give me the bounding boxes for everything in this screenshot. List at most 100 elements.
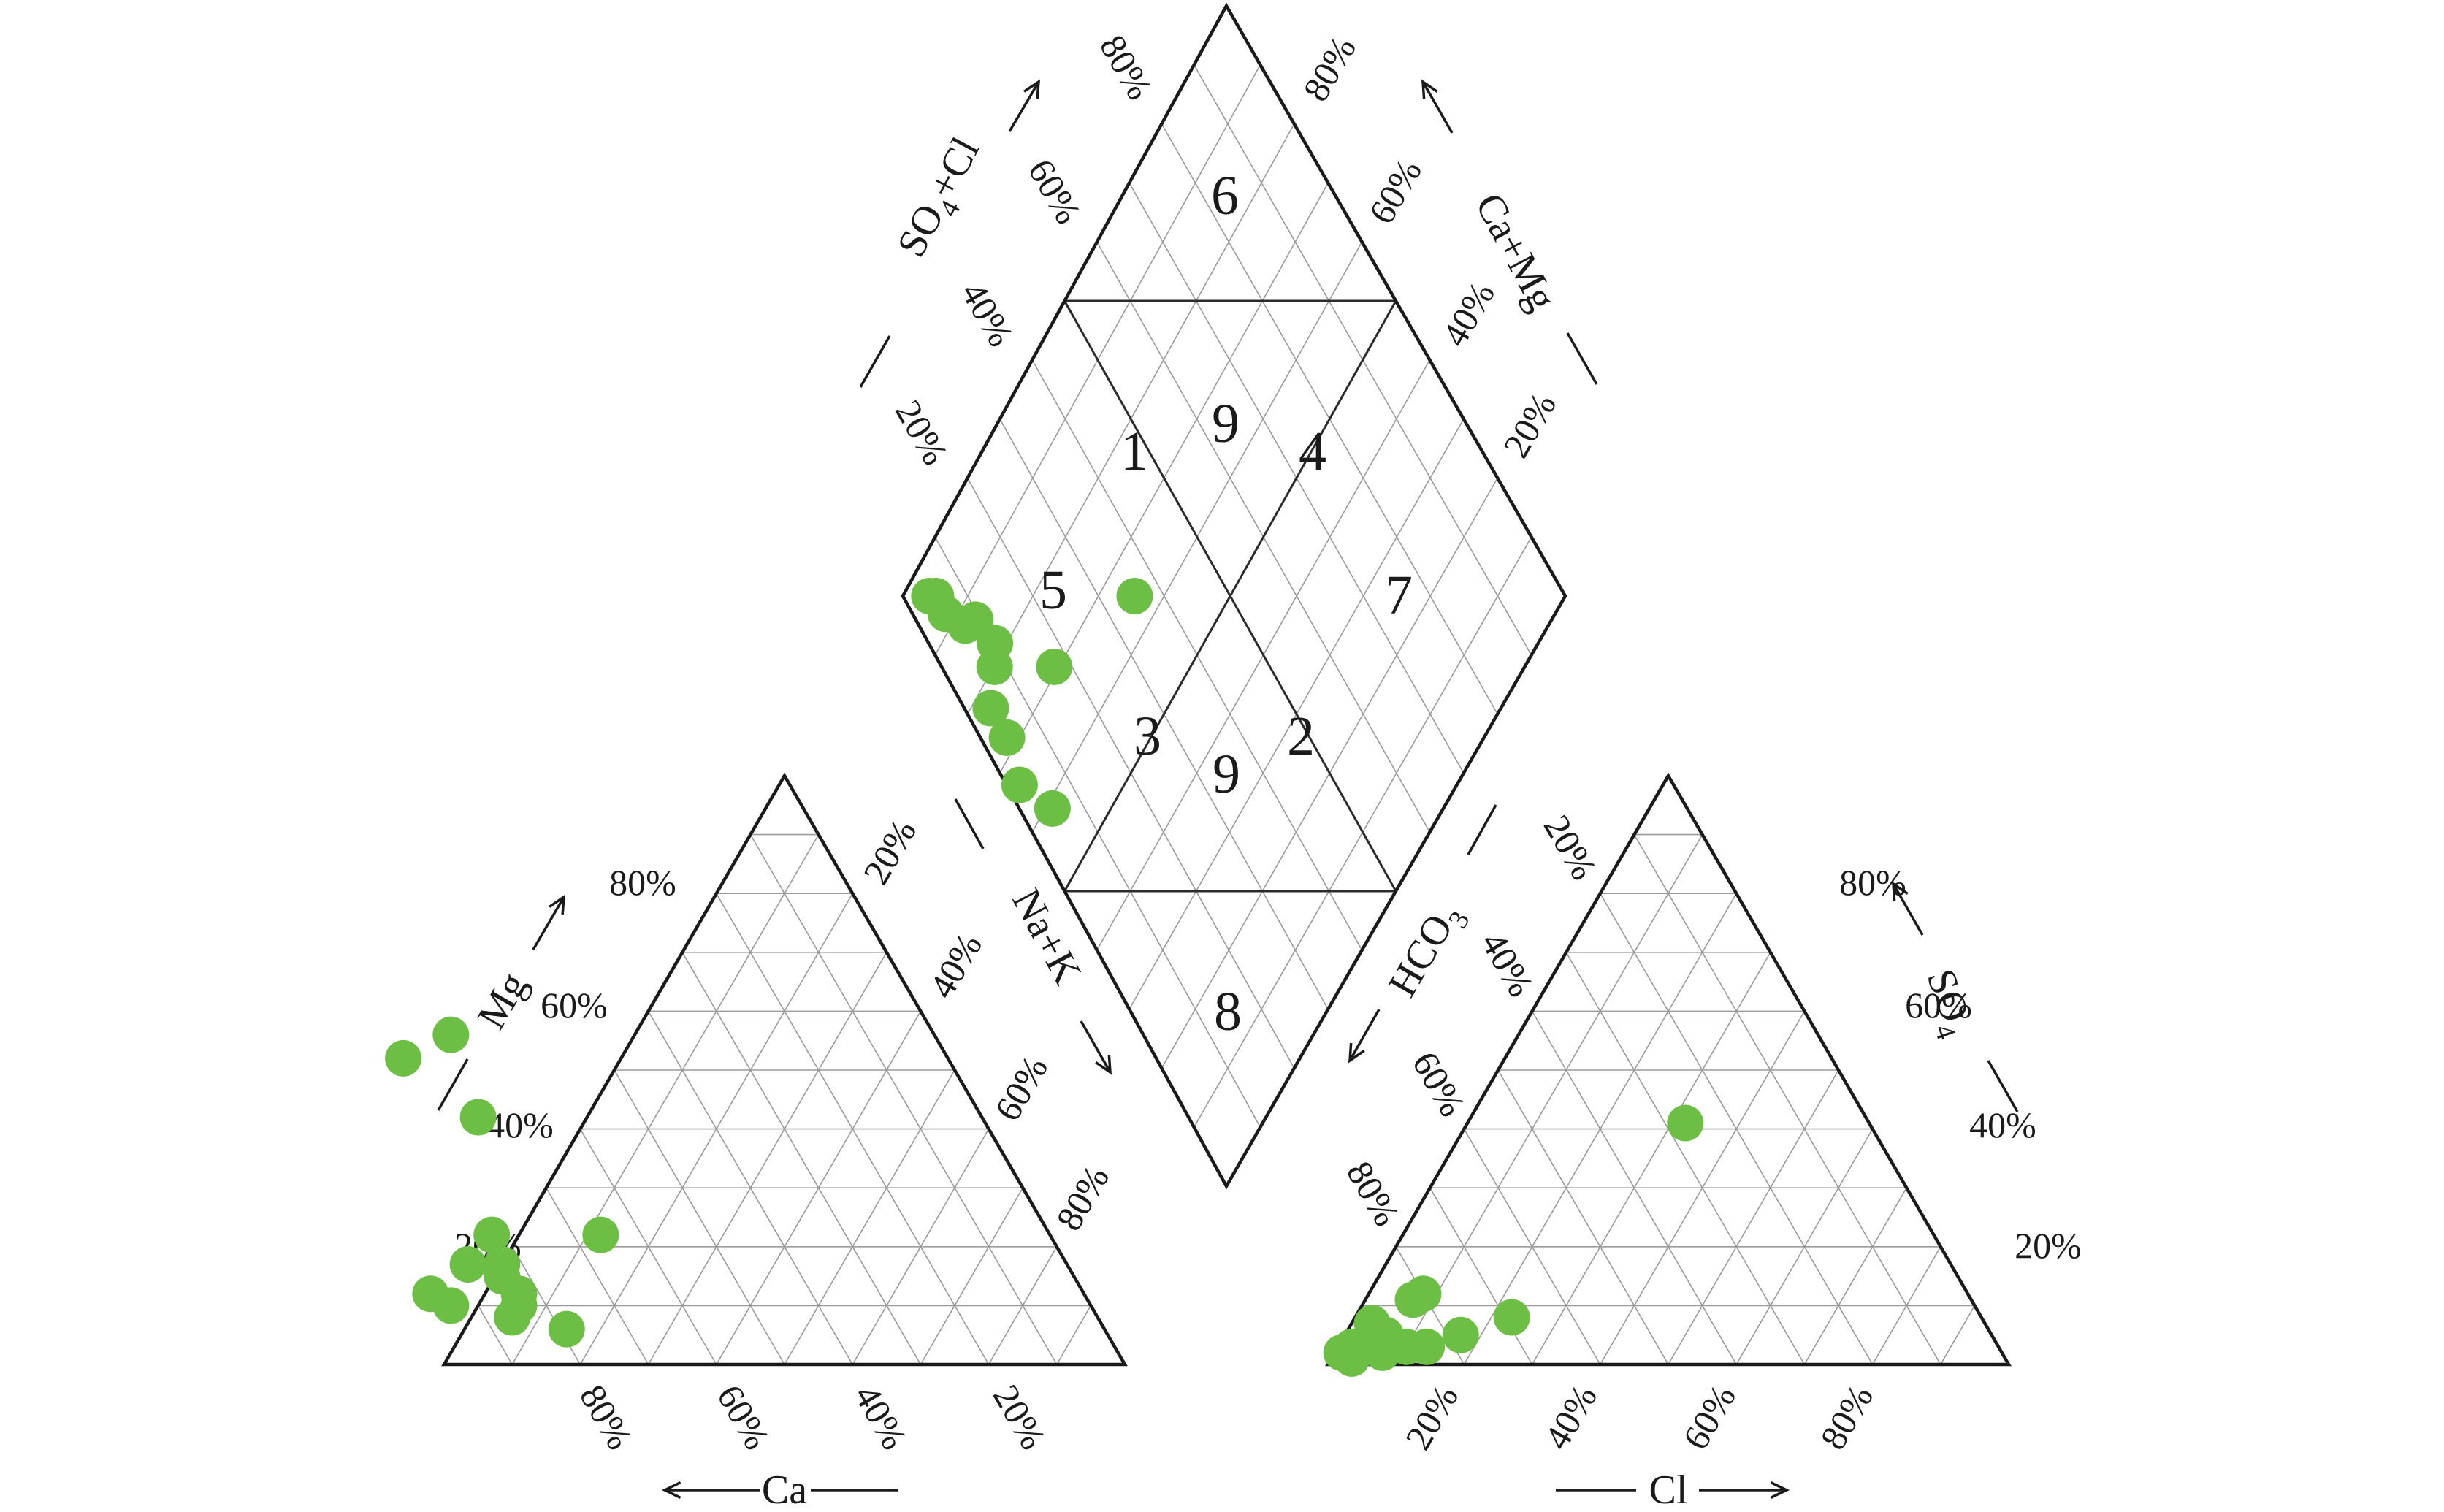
cation-triangle-frame (441, 772, 1128, 1367)
cation-grid-line (614, 1069, 785, 1365)
cation-grid-line (1056, 1305, 1092, 1365)
cation-left-tick-label: 60% (541, 985, 608, 1026)
anion-data-point (1323, 1334, 1360, 1371)
cation-grid-line (920, 1187, 1023, 1365)
diamond-divider (1063, 300, 1397, 892)
zone-label-3: 3 (1134, 706, 1161, 767)
anion-right-tick-label: 40% (1969, 1104, 2036, 1145)
diamond-lower-left-axis-title: Na+K (1003, 882, 1090, 991)
diamond-data-point (988, 719, 1026, 756)
cation-left-tick-label: 40% (486, 1104, 554, 1145)
axis-arrows (437, 79, 2019, 1500)
zone-labels: 1 2 3 4 5 6 7 8 9 9 (1039, 165, 1413, 1042)
cation-grid-line (647, 1010, 853, 1365)
hco3-arrow (1348, 1009, 1381, 1061)
zone-label-4: 4 (1299, 421, 1326, 482)
zone-label-7: 7 (1385, 565, 1413, 626)
cation-data-point (582, 1216, 619, 1253)
anion-grid-line (1497, 1069, 1669, 1365)
diamond-lower-left-tick-label: 60% (987, 1049, 1055, 1127)
cation-bottom-axis-title: Ca (762, 1467, 807, 1512)
anion-grid-line (1531, 1010, 1737, 1365)
diamond-upper-right-tick-label: 80% (1295, 29, 1364, 107)
cation-left-tick-label: 80% (609, 862, 676, 903)
zone-label-8: 8 (1214, 981, 1242, 1042)
diamond-data-point (1116, 578, 1153, 614)
plot-frames (441, 2, 2012, 1367)
cation-grid-line (477, 1305, 513, 1365)
zone-label-9: 9 (1213, 744, 1240, 805)
camg-arrow (1421, 81, 1454, 134)
cation-data-point (459, 1099, 497, 1136)
diamond-lower-right-tick-label: 20% (1536, 808, 1605, 886)
anion-data-point (1442, 1316, 1479, 1353)
diamond-data-point (1034, 790, 1071, 827)
diamond-frame (901, 2, 1567, 1190)
zone-label-5: 5 (1039, 560, 1067, 621)
cation-data-point (432, 1016, 470, 1053)
anion-bottom-axis-title: Cl (1649, 1467, 1688, 1512)
anion-grid-line (1633, 834, 1941, 1365)
anion-grid-line (1600, 893, 1874, 1365)
cation-bottom-tick-label: 80% (572, 1378, 641, 1456)
so4-arrow-head (1892, 881, 1909, 902)
anion-data-point (1408, 1328, 1446, 1365)
zone-label-2: 2 (1287, 706, 1315, 767)
cation-data-point (449, 1245, 486, 1283)
mg-dash (437, 1058, 469, 1111)
zone-label-9: 9 (1212, 393, 1240, 454)
hco3-dash (1467, 804, 1497, 855)
cation-grid-line (511, 834, 820, 1365)
camg-arrow-head (1421, 79, 1438, 100)
anion-bottom-tick-label: 60% (1675, 1378, 1744, 1456)
diamond-lower-left-tick-label: 80% (1048, 1158, 1117, 1237)
so4cl-arrow-head (1023, 79, 1041, 100)
diamond-data-point (976, 648, 1013, 685)
cation-grid-line (716, 893, 990, 1365)
cation-grid-line (647, 952, 887, 1365)
cation-bottom-tick-label: 20% (985, 1378, 1054, 1456)
zone-label-1: 1 (1120, 421, 1148, 482)
anion-right-tick-label: 80% (1839, 862, 1906, 903)
ca-arrow-head (661, 1481, 681, 1500)
anion-grid-line (1940, 1305, 1976, 1365)
diamond-upper-right-tick-label: 40% (1434, 275, 1502, 353)
diamond-lower-right-tick-label: 80% (1339, 1154, 1408, 1232)
anion-grid-line (1803, 1187, 1907, 1365)
diamond-upper-right-tick-label: 20% (1495, 386, 1564, 464)
cation-grid-line (681, 952, 922, 1365)
anion-grid-line (1668, 1069, 1839, 1365)
so4cl-dash (859, 335, 891, 388)
cation-grid-line (579, 1129, 717, 1365)
cation-data-point (385, 1039, 422, 1077)
mg-arrow-head (549, 894, 566, 915)
tick-labels: 20%40%60%80%20%40%60%80%20%40%60%80%20%4… (454, 28, 2082, 1456)
diamond-upper-left-tick-label: 80% (1092, 28, 1161, 106)
anion-triangle-frame (1325, 772, 2012, 1367)
cation-grid-line (784, 1069, 955, 1365)
anion-bottom-tick-label: 80% (1812, 1378, 1881, 1456)
cation-bottom-tick-label: 40% (847, 1378, 915, 1456)
mg-arrow (532, 896, 565, 950)
so4-arrow (1892, 883, 1924, 936)
diamond-upper-left-tick-label: 40% (953, 275, 1022, 353)
anion-grid-line (1531, 952, 1771, 1365)
zone-dividers (1063, 299, 1397, 893)
so4-dash (1987, 1060, 2019, 1112)
nak-arrow-head (1095, 1054, 1112, 1075)
diamond-upper-left-tick-label: 20% (887, 393, 956, 471)
cation-data-point (473, 1216, 511, 1253)
cation-grid-line (546, 1187, 649, 1365)
grid-lines (477, 64, 1976, 1365)
cation-grid-line (749, 834, 1058, 1365)
cation-data-point (494, 1299, 531, 1336)
anion-data-point (1667, 1104, 1704, 1142)
camg-dash (1566, 332, 1598, 385)
diamond-upper-left-tick-label: 60% (1020, 152, 1089, 230)
diamond-upper-left-axis-title: SO4+Cl (889, 130, 996, 268)
anion-grid-line (1463, 1129, 1601, 1365)
data-points (385, 578, 1704, 1377)
cl-arrow-head (1770, 1481, 1790, 1500)
diamond-data-point (1001, 766, 1038, 803)
